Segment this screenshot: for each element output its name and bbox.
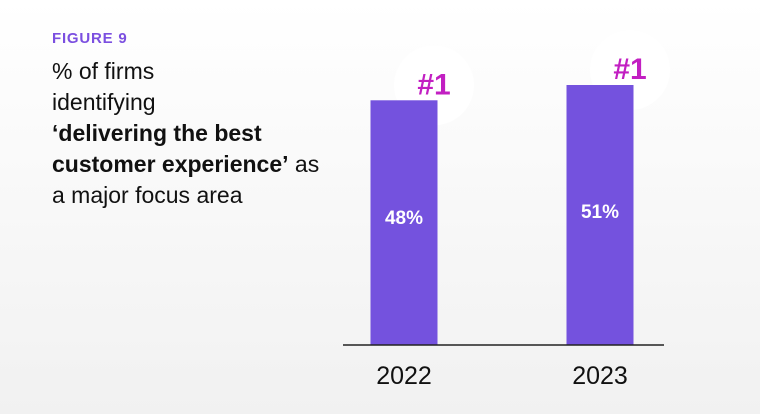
- value-label-2023: 51%: [581, 202, 619, 223]
- value-label-2022: 48%: [385, 208, 423, 229]
- bar-2022: [370, 100, 438, 345]
- title-line-1: % of firms: [52, 58, 155, 84]
- x-tick-labels: 2022 2023: [376, 362, 628, 390]
- x-tick-2023: 2023: [572, 362, 628, 390]
- title-line-2: identifying: [52, 89, 156, 115]
- x-tick-2022: 2022: [376, 362, 432, 390]
- title-tail: as a major focus area: [52, 151, 320, 208]
- rank-label-2023: #1: [613, 53, 646, 86]
- title-emphasis: ‘delivering the best customer experience…: [52, 120, 289, 177]
- figure-label: FIGURE 9: [52, 30, 128, 47]
- bar-2023: [566, 85, 634, 345]
- rank-label-2022: #1: [417, 68, 450, 101]
- bars: 48% 51%: [370, 85, 634, 345]
- chart-title: % of firms identifying ‘delivering the b…: [52, 56, 322, 211]
